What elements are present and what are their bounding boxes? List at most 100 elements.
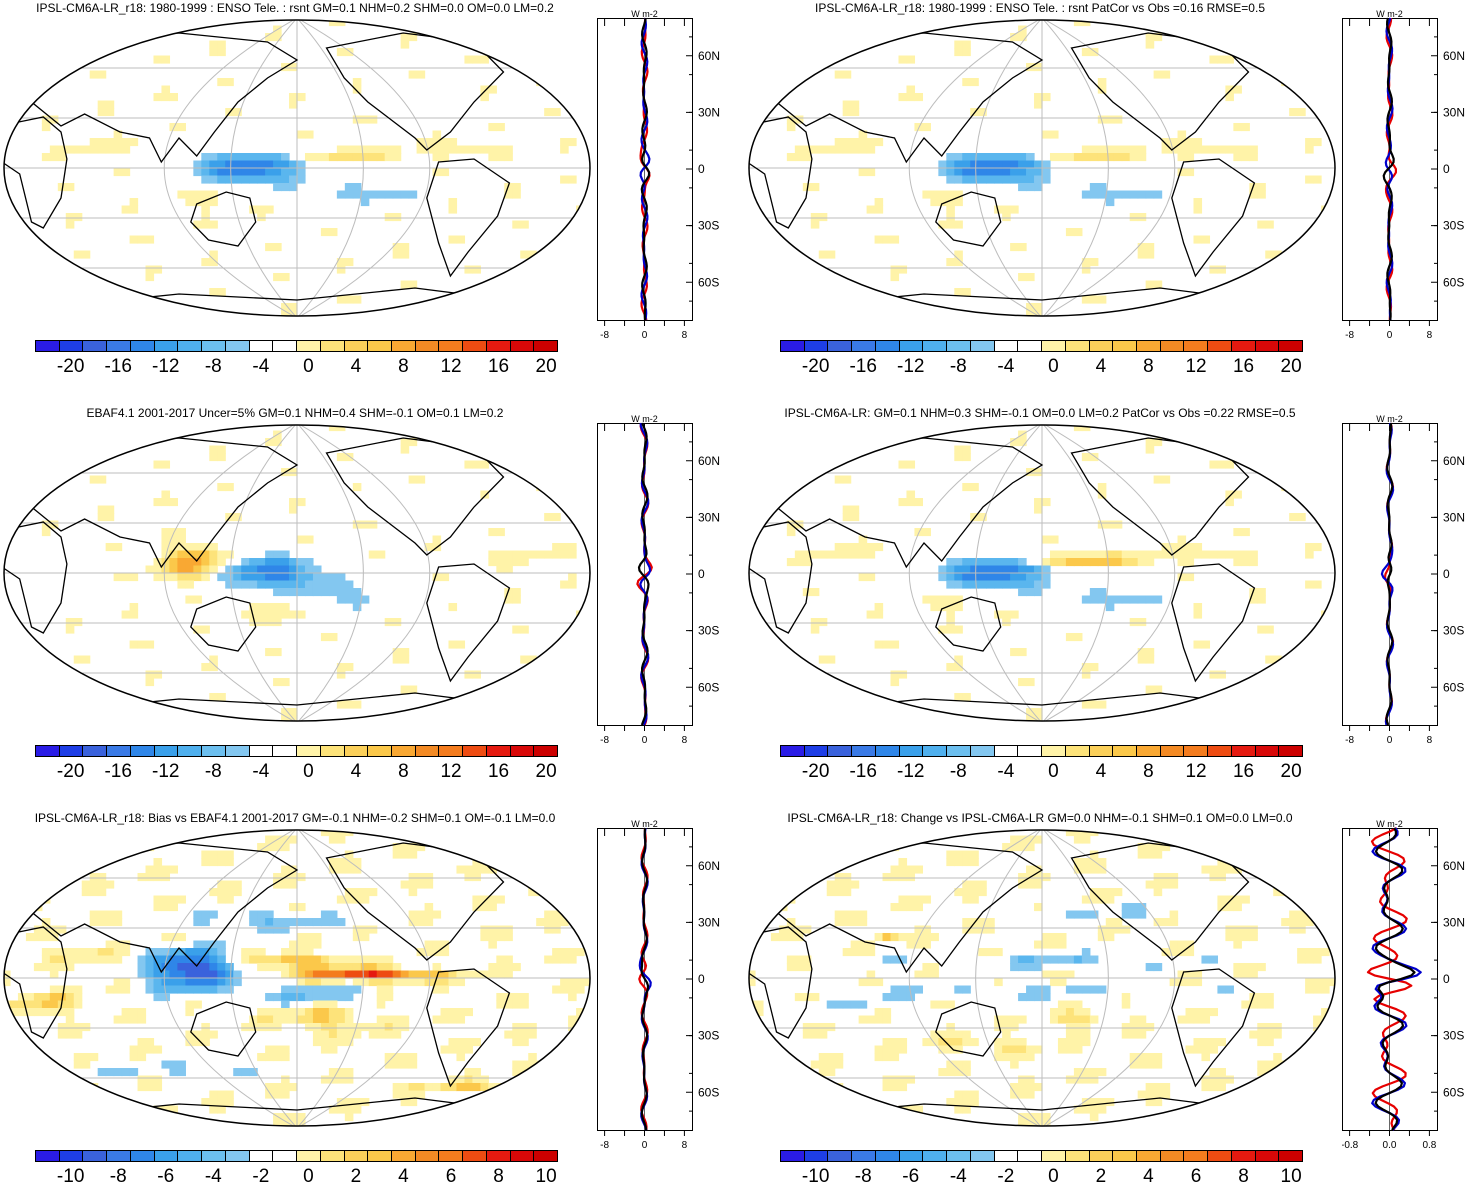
field-cell [1185,138,1195,147]
field-cell [169,573,178,582]
field-cell [1089,153,1099,162]
field-cell [336,145,346,154]
field-cell [376,1000,386,1009]
field-cell [914,1105,923,1114]
field-cell [962,880,971,889]
field-cell [834,873,844,882]
field-cell [842,108,852,117]
field-cell [249,580,258,589]
field-cell [25,85,35,94]
field-cell [1097,295,1107,304]
field-cell [177,955,186,964]
field-cell [392,978,402,987]
field-cell [986,153,995,162]
field-cell [33,85,43,94]
colorbar-cell [1279,341,1303,351]
field-cell [384,1053,394,1062]
field-cell [850,918,860,927]
field-cell [834,685,844,694]
field-cell [866,168,876,177]
field-cell [289,835,298,844]
field-cell [1081,295,1091,304]
colorbar-cell [273,746,298,756]
field-cell [249,1015,258,1024]
field-cell [440,978,450,987]
field-cell [978,918,987,927]
field-cell [241,1023,250,1032]
colorbar-cell [852,746,876,756]
field-cell [568,550,577,559]
field-cell [914,865,923,874]
field-cell [145,1083,155,1092]
field-cell [185,190,194,199]
field-cell [416,843,426,852]
field-cell [1137,550,1147,559]
field-cell [488,85,497,94]
field-cell [145,565,155,574]
field-cell [209,955,218,964]
field-cell [408,310,418,316]
field-cell [352,145,362,154]
field-cell [145,640,155,649]
field-cell [1097,700,1107,709]
field-cell [1209,955,1218,964]
coastline [749,521,813,634]
field-cell [1193,610,1203,619]
field-cell [336,1038,346,1047]
field-cell [408,843,418,852]
field-cell [105,910,115,919]
field-cell [946,1068,955,1077]
colorbar-tick-label: -12 [152,761,180,782]
field-cell [360,520,370,529]
field-cell [273,273,282,282]
field-cell [1281,918,1290,927]
field-cell [336,663,346,672]
field-cell [241,153,250,162]
field-cell [1018,573,1027,582]
field-cell [512,1038,521,1047]
field-cell [906,1105,916,1114]
field-cell [962,483,971,492]
field-cell [858,1000,868,1009]
field-cell [4,830,11,837]
field-cell [400,1090,410,1099]
colorbar-tick-label: -4 [997,356,1015,377]
field-cell [946,160,955,169]
map-title: EBAF4.1 2001-2017 Uncer=5% GM=0.1 NHM=0.… [86,406,504,420]
field-cell [946,580,955,589]
field-cell [488,153,497,162]
field-cell [1026,835,1035,844]
field-cell [448,640,458,649]
field-cell [281,963,290,972]
field-cell [328,1000,338,1009]
zonal-lat-label: 30S [1443,1029,1464,1043]
field-cell [786,955,796,964]
field-cell [424,543,434,552]
field-cell [416,910,426,919]
field-cell [304,963,314,972]
field-cell [898,895,908,904]
field-cell [273,955,282,964]
field-cell [408,918,418,927]
field-cell [1209,1038,1218,1047]
field-cell [1305,978,1314,987]
field-cell [153,498,163,507]
colorbar-cell [875,1151,900,1161]
field-cell [360,190,370,199]
field-cell [1153,280,1163,289]
field-cell [1241,963,1250,972]
field-cell [826,1098,836,1107]
field-cell [273,993,282,1002]
field-cell [25,865,35,874]
field-cell [129,610,139,619]
field-cell [834,40,844,49]
field-cell [472,903,481,912]
colorbar-cell [804,746,829,756]
field-cell [233,153,242,162]
field-cell [962,1068,971,1077]
field-cell [1057,153,1067,162]
field-cell [1089,1068,1099,1077]
field-cell [962,573,971,582]
coastline [13,32,299,164]
field-cell [25,490,35,499]
